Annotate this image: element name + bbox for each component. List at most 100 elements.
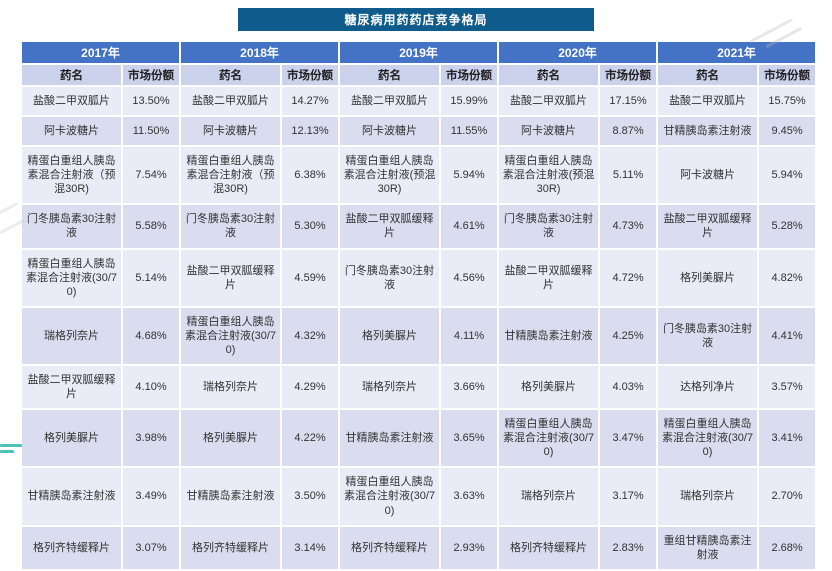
drug-name-cell: 精蛋白重组人胰岛素混合注射液（预混30R)	[22, 147, 121, 204]
drug-name-cell: 格列美脲片	[340, 307, 440, 365]
drug-name-cell: 阿卡波糖片	[340, 117, 440, 146]
market-share-cell: 4.11%	[441, 307, 498, 365]
market-share-cell: 5.58%	[123, 205, 180, 248]
drug-name-cell: 格列齐特缓释片	[499, 526, 599, 569]
year-header: 2020年	[499, 42, 657, 63]
drug-name-cell: 阿卡波糖片	[181, 117, 281, 146]
market-share-cell: 4.32%	[282, 307, 339, 365]
market-share-cell: 5.94%	[759, 147, 816, 204]
market-share-cell: 4.61%	[441, 205, 498, 248]
market-share-cell: 3.49%	[123, 468, 180, 525]
competition-table-container: 2017年 2018年 2019年 2020年 2021年 药名 市场份额 药名 市场份额 药名市…	[20, 40, 816, 571]
market-share-cell: 5.30%	[282, 205, 339, 248]
drug-name-cell: 瑞格列奈片	[22, 307, 121, 365]
market-share-cell: 15.99%	[441, 87, 498, 116]
drug-name-cell: 门冬胰岛素30注射液	[181, 205, 281, 248]
market-share-header: 市场份额	[123, 65, 180, 85]
market-share-cell: 11.50%	[123, 117, 180, 146]
drug-name-cell: 精蛋白重组人胰岛素混合注射液(30/70)	[499, 410, 599, 467]
drug-name-cell: 格列美脲片	[658, 249, 758, 306]
competition-table: 2017年 2018年 2019年 2020年 2021年 药名 市场份额 药名 市场份额 药名市…	[20, 40, 817, 571]
drug-name-cell: 格列美脲片	[499, 366, 599, 409]
drug-name-cell: 甘精胰岛素注射液	[340, 410, 440, 467]
drug-name-cell: 精蛋白重组人胰岛素混合注射液(30/70)	[22, 249, 121, 306]
market-share-cell: 3.07%	[123, 526, 180, 569]
market-share-cell: 5.11%	[600, 147, 657, 204]
year-header: 2017年	[22, 42, 180, 63]
market-share-cell: 2.93%	[441, 526, 498, 569]
market-share-cell: 13.50%	[123, 87, 180, 116]
drug-name-cell: 甘精胰岛素注射液	[22, 468, 121, 525]
drug-name-cell: 门冬胰岛素30注射液	[499, 205, 599, 248]
market-share-cell: 11.55%	[441, 117, 498, 146]
market-share-header: 市场份额	[282, 65, 339, 85]
market-share-cell: 3.14%	[282, 526, 339, 569]
drug-name-cell: 门冬胰岛素30注射液	[340, 249, 440, 306]
table-row: 盐酸二甲双胍片 13.50% 盐酸二甲双胍片 14.27% 盐酸二甲双胍片 15.99% 盐…	[22, 87, 816, 116]
drug-name-cell: 阿卡波糖片	[22, 117, 121, 146]
drug-name-cell: 盐酸二甲双胍缓释片	[499, 249, 599, 306]
drug-name-header: 药名	[340, 65, 440, 85]
drug-name-header: 药名	[658, 65, 758, 85]
drug-name-cell: 盐酸二甲双胍片	[22, 87, 121, 116]
market-share-cell: 9.45%	[759, 117, 816, 146]
market-share-cell: 4.03%	[600, 366, 657, 409]
drug-name-cell: 精蛋白重组人胰岛素混合注射液(30/70)	[658, 410, 758, 467]
drug-name-header: 药名	[181, 65, 281, 85]
year-header: 2019年	[340, 42, 498, 63]
market-share-header: 市场份额	[759, 65, 816, 85]
drug-name-cell: 精蛋白重组人胰岛素混合注射液(预混30R)	[340, 147, 440, 204]
drug-name-cell: 瑞格列奈片	[340, 366, 440, 409]
market-share-cell: 4.72%	[600, 249, 657, 306]
drug-name-cell: 达格列净片	[658, 366, 758, 409]
market-share-cell: 3.98%	[123, 410, 180, 467]
drug-name-cell: 阿卡波糖片	[499, 117, 599, 146]
market-share-cell: 3.17%	[600, 468, 657, 525]
market-share-cell: 3.66%	[441, 366, 498, 409]
drug-name-cell: 盐酸二甲双胍缓释片	[658, 205, 758, 248]
column-header-row: 药名 市场份额 药名 市场份额 药名 市场份额 药名 市场份额 药名 市场份额	[22, 65, 816, 85]
drug-name-cell: 盐酸二甲双胍缓释片	[181, 249, 281, 306]
market-share-cell: 15.75%	[759, 87, 816, 116]
year-header: 2018年	[181, 42, 339, 63]
table-row: 精蛋白重组人胰岛素混合注射液(30/70) 5.14% 盐酸二甲双胍缓释片 4.59%…	[22, 249, 816, 306]
market-share-cell: 3.50%	[282, 468, 339, 525]
market-share-cell: 4.29%	[282, 366, 339, 409]
market-share-cell: 5.14%	[123, 249, 180, 306]
drug-name-header: 药名	[499, 65, 599, 85]
page-title: 糖尿病用药药店竞争格局	[238, 8, 594, 31]
table-row: 阿卡波糖片 11.50% 阿卡波糖片 12.13% 阿卡波糖片 11.55% 阿卡波糖片 8.…	[22, 117, 816, 146]
drug-name-cell: 门冬胰岛素30注射液	[22, 205, 121, 248]
drug-name-cell: 格列美脲片	[22, 410, 121, 467]
drug-name-cell: 阿卡波糖片	[658, 147, 758, 204]
market-share-cell: 3.65%	[441, 410, 498, 467]
market-share-cell: 4.73%	[600, 205, 657, 248]
drug-name-cell: 盐酸二甲双胍缓释片	[22, 366, 121, 409]
year-header-row: 2017年 2018年 2019年 2020年 2021年	[22, 42, 816, 63]
market-share-cell: 3.63%	[441, 468, 498, 525]
market-share-cell: 4.82%	[759, 249, 816, 306]
drug-name-cell: 精蛋白重组人胰岛素混合注射液（预混30R)	[181, 147, 281, 204]
drug-name-cell: 盐酸二甲双胍片	[181, 87, 281, 116]
market-share-cell: 12.13%	[282, 117, 339, 146]
drug-name-cell: 甘精胰岛素注射液	[658, 117, 758, 146]
market-share-cell: 4.59%	[282, 249, 339, 306]
drug-name-cell: 格列齐特缓释片	[181, 526, 281, 569]
drug-name-cell: 格列齐特缓释片	[22, 526, 121, 569]
drug-name-cell: 精蛋白重组人胰岛素混合注射液(预混30R)	[499, 147, 599, 204]
table-row: 格列美脲片 3.98% 格列美脲片 4.22% 甘精胰岛素注射液 3.65% 精蛋白重组人胰…	[22, 410, 816, 467]
market-share-cell: 7.54%	[123, 147, 180, 204]
market-share-cell: 4.25%	[600, 307, 657, 365]
market-share-header: 市场份额	[600, 65, 657, 85]
table-row: 格列齐特缓释片 3.07% 格列齐特缓释片 3.14% 格列齐特缓释片 2.93% 格列齐特…	[22, 526, 816, 569]
drug-name-cell: 甘精胰岛素注射液	[181, 468, 281, 525]
drug-name-cell: 瑞格列奈片	[499, 468, 599, 525]
market-share-cell: 4.56%	[441, 249, 498, 306]
table-row: 甘精胰岛素注射液 3.49% 甘精胰岛素注射液 3.50% 精蛋白重组人胰岛素混合注射液…	[22, 468, 816, 525]
market-share-cell: 5.94%	[441, 147, 498, 204]
market-share-cell: 4.41%	[759, 307, 816, 365]
year-header: 2021年	[658, 42, 816, 63]
market-share-header: 市场份额	[441, 65, 498, 85]
table-row: 瑞格列奈片 4.68% 精蛋白重组人胰岛素混合注射液(30/70) 4.32% 格列美脲…	[22, 307, 816, 365]
market-share-cell: 2.70%	[759, 468, 816, 525]
